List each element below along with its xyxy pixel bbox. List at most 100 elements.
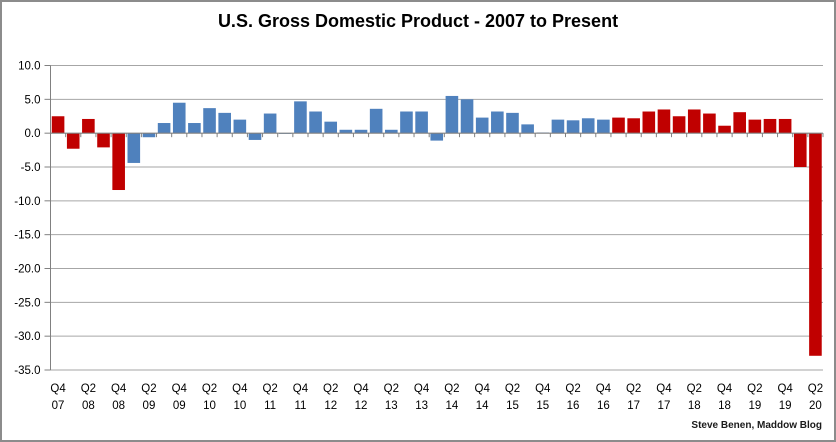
x-axis-label-year: 15 (506, 400, 519, 412)
bar-q4-12 (354, 129, 368, 134)
bar-q3-16 (581, 118, 595, 134)
x-axis-label-quarter: Q2 (565, 383, 580, 395)
x-axis-label-year: 14 (446, 400, 459, 412)
bar-q1-18 (672, 116, 686, 134)
x-axis-label-year: 12 (324, 400, 337, 412)
bar-q1-14 (430, 133, 444, 141)
bar-q3-17 (642, 111, 656, 134)
x-axis-label-year: 15 (536, 400, 549, 412)
x-axis-label-quarter: Q2 (141, 383, 156, 395)
x-axis-label-quarter: Q4 (535, 383, 551, 395)
bar-q2-11 (263, 113, 277, 134)
x-axis-label-quarter: Q4 (293, 383, 309, 395)
x-axis-label-quarter: Q4 (777, 383, 793, 395)
x-axis-label-year: 17 (658, 400, 671, 412)
bar-q3-15 (521, 124, 534, 134)
x-axis-label-quarter: Q2 (505, 383, 520, 395)
x-axis-label-quarter: Q2 (444, 383, 459, 395)
x-axis-label-quarter: Q4 (717, 383, 733, 395)
bar-q4-13 (415, 111, 428, 134)
x-axis-label-quarter: Q2 (202, 383, 217, 395)
bar-q3-12 (339, 129, 353, 134)
y-axis-label: -25.0 (14, 297, 40, 309)
x-axis-label-quarter: Q4 (232, 383, 248, 395)
bar-q1-09 (127, 133, 141, 163)
bar-q2-18 (687, 109, 701, 134)
y-axis-label: 10.0 (18, 61, 40, 73)
bar-q2-19 (748, 119, 762, 134)
x-axis-label-quarter: Q2 (384, 383, 399, 395)
bar-q1-11 (248, 133, 262, 140)
bar-q4-18 (718, 125, 731, 134)
x-axis-label-quarter: Q4 (414, 383, 430, 395)
x-axis-label-year: 16 (597, 400, 610, 412)
bar-q3-14 (460, 99, 474, 134)
x-axis-label-year: 07 (52, 400, 65, 412)
x-axis-label-quarter: Q4 (353, 383, 369, 395)
x-axis-label-year: 09 (143, 400, 156, 412)
bar-q4-19 (778, 118, 792, 134)
x-axis-label-year: 11 (264, 400, 276, 412)
bar-q1-16 (551, 119, 565, 134)
x-axis-label-year: 12 (355, 400, 368, 412)
bar-q3-08 (97, 133, 110, 148)
bar-q1-08 (66, 133, 80, 149)
x-axis-label-quarter: Q2 (323, 383, 338, 395)
x-axis-label-year: 18 (718, 400, 731, 412)
bar-q4-14 (475, 117, 489, 134)
y-axis-label: -10.0 (14, 196, 40, 208)
bar-q3-13 (400, 111, 413, 134)
x-axis-label-year: 10 (233, 400, 246, 412)
chart-title: U.S. Gross Domestic Product - 2007 to Pr… (217, 11, 619, 31)
bar-q3-18 (703, 113, 716, 134)
bar-q1-17 (612, 117, 625, 134)
x-axis-label-quarter: Q4 (475, 383, 491, 395)
bar-q2-10 (203, 108, 216, 134)
x-axis-label-year: 13 (415, 400, 428, 412)
bar-q2-16 (566, 120, 580, 134)
bar-q3-09 (157, 123, 171, 134)
x-axis-label-year: 10 (203, 400, 216, 412)
bar-q1-19 (733, 112, 746, 134)
x-axis-label-quarter: Q4 (111, 383, 127, 395)
source-credit: Steve Benen, Maddow Blog (691, 420, 822, 431)
x-axis-label-quarter: Q4 (172, 383, 188, 395)
bar-q2-08 (82, 118, 95, 134)
x-axis-label-year: 09 (173, 400, 186, 412)
bar-q2-17 (627, 118, 640, 134)
y-axis-label: -20.0 (14, 264, 40, 276)
x-axis-label-year: 19 (779, 400, 792, 412)
bar-q4-16 (597, 119, 610, 134)
bar-q4-11 (294, 101, 307, 134)
bar-q4-08 (112, 133, 125, 191)
y-axis-label: -35.0 (14, 365, 40, 377)
bar-q1-10 (188, 123, 201, 134)
y-axis-label: -5.0 (21, 162, 41, 174)
bar-q4-09 (172, 102, 186, 134)
x-axis-label-quarter: Q4 (50, 383, 66, 395)
bar-q4-17 (657, 109, 671, 134)
y-axis-label: 0.0 (25, 128, 41, 140)
bar-q1-20 (793, 133, 807, 167)
x-axis-label-year: 08 (112, 400, 125, 412)
y-axis-label: -30.0 (14, 331, 40, 343)
bar-q2-20 (809, 133, 822, 356)
x-axis-label-year: 18 (688, 400, 701, 412)
bar-q2-13 (385, 129, 398, 134)
x-axis-label-quarter: Q4 (596, 383, 612, 395)
x-axis-label-quarter: Q4 (656, 383, 672, 395)
x-axis-label-year: 11 (294, 400, 306, 412)
y-axis-label: 5.0 (25, 94, 41, 106)
bar-q2-15 (506, 112, 519, 134)
y-axis-label: -15.0 (14, 230, 40, 242)
bar-q3-19 (763, 118, 777, 134)
bar-q2-09 (142, 133, 156, 138)
bar-q2-12 (324, 121, 338, 134)
x-axis-label-year: 20 (809, 400, 822, 412)
bar-q1-12 (309, 111, 322, 134)
bar-q1-13 (369, 108, 383, 134)
x-axis-label-quarter: Q2 (81, 383, 96, 395)
x-axis-label-year: 13 (385, 400, 398, 412)
